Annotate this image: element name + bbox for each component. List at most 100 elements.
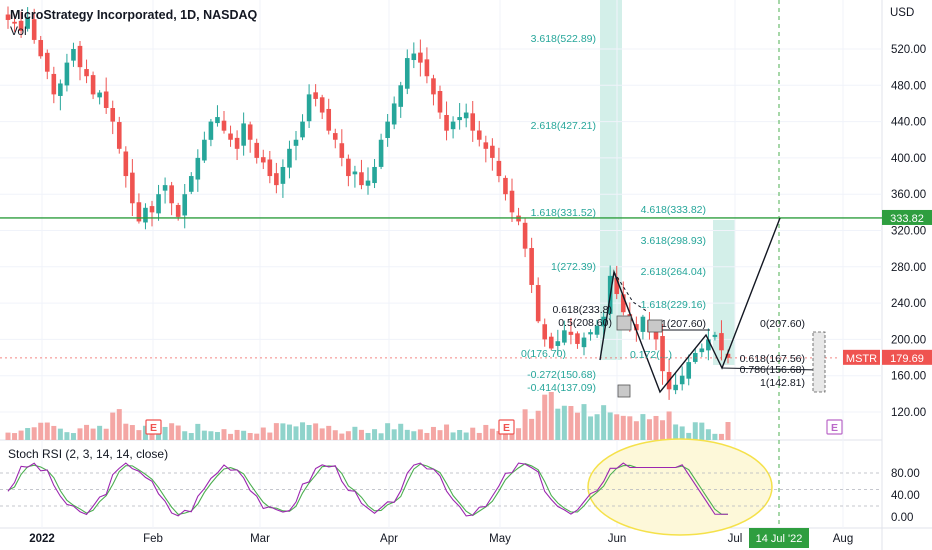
candle-body [496,160,502,177]
fib-level-label: 3.618(298.93) [641,235,706,247]
volume-bar [411,431,417,440]
candle-body [64,62,70,86]
volume-bar [457,429,463,440]
volume-bar [64,432,70,440]
candle-body [84,69,89,77]
earnings-marker[interactable]: E [145,419,162,435]
candle-body [719,333,724,351]
earnings-marker[interactable]: E [826,419,843,435]
time-axis[interactable]: 2022 Feb Mar Apr May Jun Jul Aug [29,533,853,545]
fib-level-label: 0.786(156.68) [740,364,805,376]
price-axis[interactable]: 120.00 160.00 200.00 240.00 280.00 320.00 360.… [891,44,926,419]
candle-body [130,172,135,204]
rsi-label: Stoch RSI (2, 3, 14, 14, close) [8,447,168,461]
volume-bar [319,428,325,440]
candle-body [418,52,423,63]
price-tick-label: 520.00 [891,44,926,56]
candle-body [208,121,214,140]
volume-bar [267,432,273,440]
volume-bar [424,432,430,440]
rsi-tick-label: 0.00 [891,512,913,524]
svg-text:179.69: 179.69 [890,353,924,365]
volume-bar [195,423,201,440]
fib-handle-box[interactable] [617,384,631,398]
fib-level-label: 1.618(331.52) [531,207,596,219]
time-tick-label: 2022 [29,533,55,545]
volume-bar [97,425,103,440]
volume-bar [372,429,378,440]
candle-body [725,353,731,358]
volume-bar [188,433,194,440]
svg-text:E: E [503,422,510,434]
svg-text:E: E [150,422,157,434]
fib-level-label: 4.618(333.82) [641,204,706,216]
volume-bar [5,432,11,440]
candle-body [365,180,371,186]
volume-bar [129,425,135,440]
candle-body [378,139,384,167]
candle-body [156,194,161,214]
candle-body [175,204,181,217]
time-tick-label: Jun [608,533,627,545]
volume-bar [699,422,705,440]
candle-body [594,325,600,335]
volume-bar [646,419,652,440]
candle-body [12,21,17,24]
volume-bar [273,423,279,440]
fib-level-label: -0.414(137.09) [527,382,596,394]
candle-body [332,133,338,140]
candle-body [31,19,37,40]
candle-body [149,206,155,213]
volume-bar [679,426,685,440]
volume-bar [555,408,561,440]
volume-bar [404,429,410,440]
candle-body [450,121,456,130]
volume-bar [705,429,711,440]
candle-body [221,120,227,131]
candle-body [110,108,116,122]
fib-level-label: 0.618(167.56) [740,353,805,365]
candle-body [575,333,580,344]
volume-bar [201,430,207,440]
candle-body [470,113,476,131]
candle-body [601,316,606,327]
candle-body [706,339,711,351]
volume-bar [561,405,567,440]
volume-bar [358,429,364,440]
fib-level-label: 0.618(233.8) [552,304,612,316]
candle-body [463,112,469,119]
candle-body [5,14,11,20]
volume-bar [352,426,358,440]
candle-body [116,122,122,149]
date-highlight-tag: 14 Jul '22 [749,528,809,548]
price-tick-label: 320.00 [891,226,926,238]
harmonic-pattern-drawing[interactable] [599,217,781,394]
candle-body [90,75,96,95]
candle-body [182,194,188,216]
candle-body [503,177,508,195]
candle-body [437,91,443,113]
volume-bar [300,422,306,440]
earnings-marker[interactable]: E [498,419,515,435]
volume-bar [169,423,175,440]
fib-level-label: 3.618(522.89) [531,33,596,45]
candle-body [188,176,194,192]
fib-range-box[interactable] [812,331,826,393]
volume-bar [640,414,646,440]
fib-handle-box[interactable] [616,315,632,331]
candle-body [234,137,240,149]
price-tick-label: 160.00 [891,371,926,383]
volume-bar [365,432,371,440]
candle-body [202,139,207,161]
fib-handle-box[interactable] [647,319,663,333]
volume-bar [614,414,620,440]
candle-body [640,316,646,332]
volume-bar [712,433,718,440]
volume-bar [44,422,50,440]
volume-bar [450,432,456,440]
candle-body [476,130,482,140]
candle-body [679,375,685,385]
volume-bars [5,391,731,440]
candle-body [581,337,587,348]
